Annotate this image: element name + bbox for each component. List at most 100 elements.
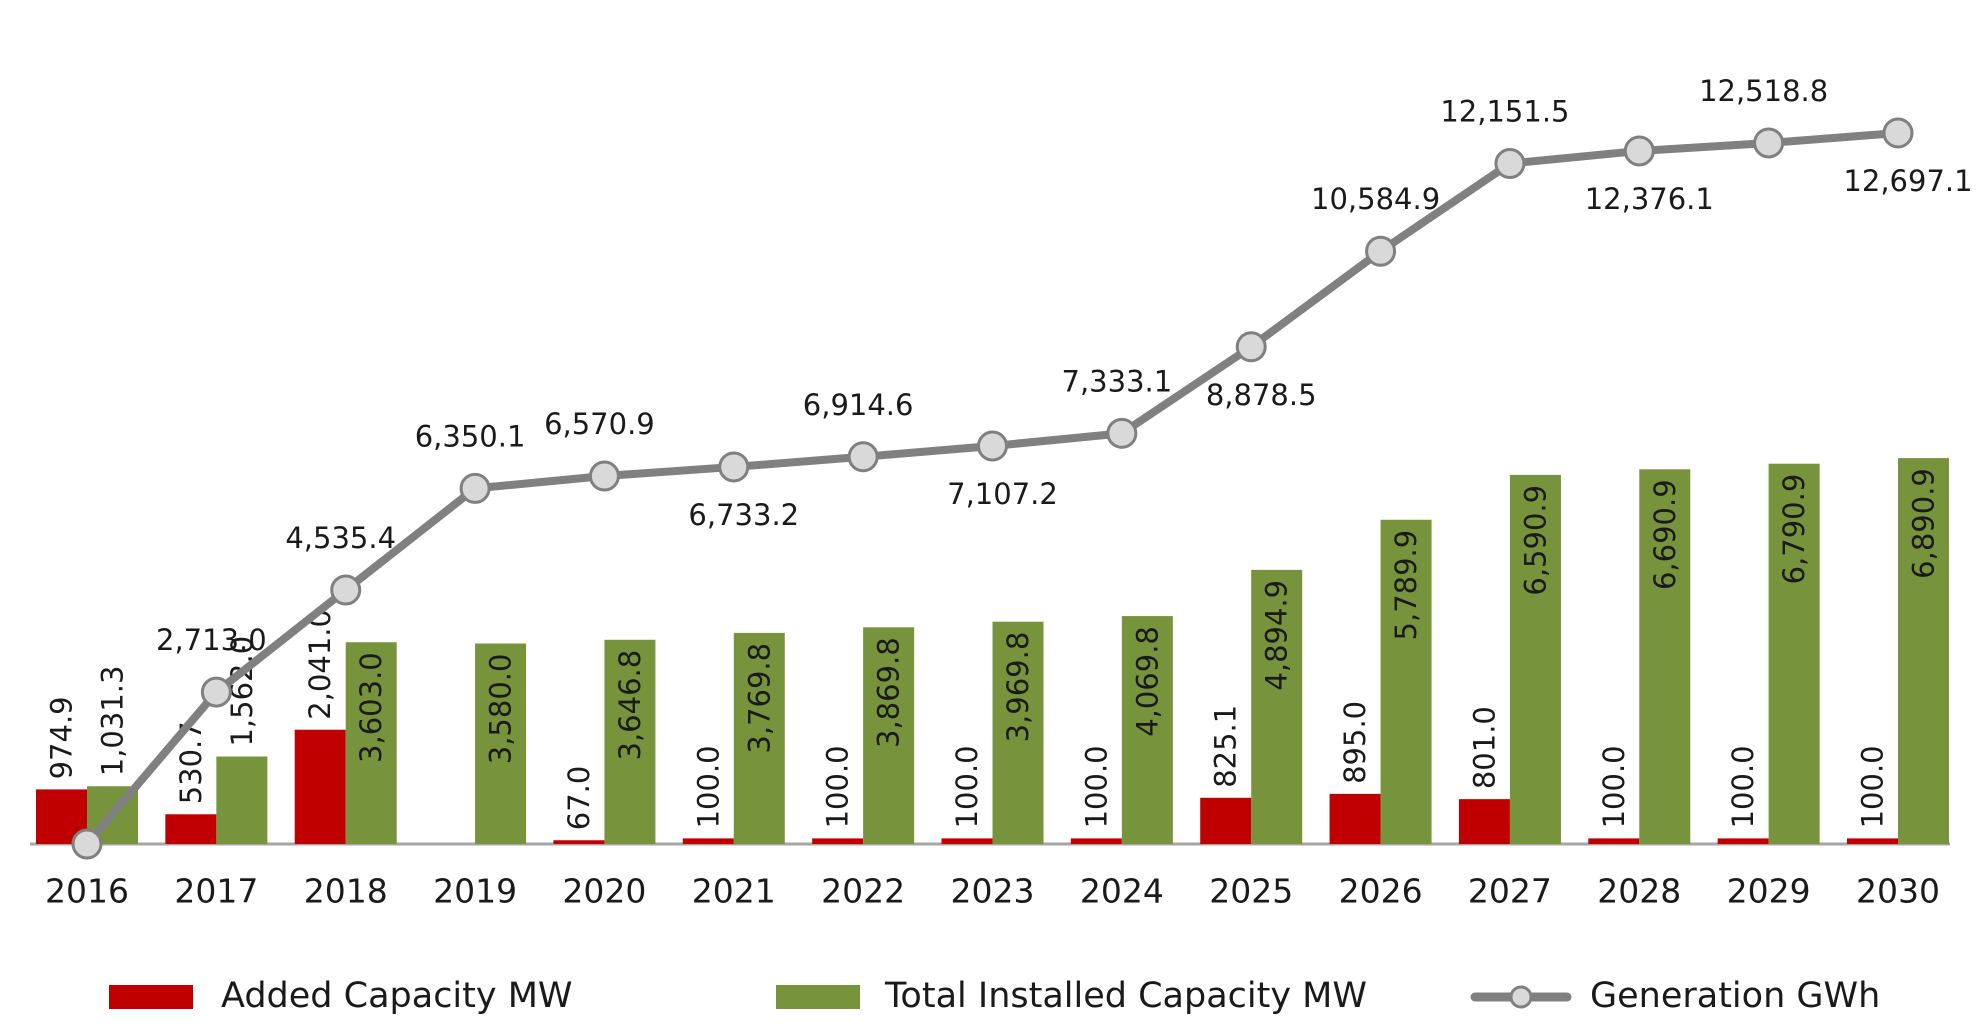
legend-item: Total Installed Capacity MW xyxy=(776,976,1367,1016)
x-tick-label: 2029 xyxy=(1727,872,1811,911)
bar xyxy=(1121,616,1173,844)
data-label: 3,769.8 xyxy=(742,643,776,754)
legend-swatch xyxy=(109,985,193,1009)
x-tick-label: 2027 xyxy=(1468,872,1552,911)
x-tick-label: 2020 xyxy=(562,872,646,911)
x-tick-label: 2022 xyxy=(821,872,905,911)
x-tick-label: 2016 xyxy=(45,872,129,911)
x-tick-label: 2024 xyxy=(1080,872,1164,911)
x-tick-label: 2025 xyxy=(1209,872,1293,911)
legend-label: Added Capacity MW xyxy=(221,976,573,1016)
bar xyxy=(216,756,268,844)
data-label: 6,590.9 xyxy=(1518,485,1552,596)
data-label: 3,969.8 xyxy=(1001,632,1035,743)
line-marker xyxy=(977,430,1008,462)
data-label: 6,690.9 xyxy=(1648,479,1682,590)
bar xyxy=(733,632,785,844)
data-label: 4,535.4 xyxy=(285,521,396,555)
legend-label: Generation GWh xyxy=(1590,976,1880,1016)
legend-label: Total Installed Capacity MW xyxy=(884,976,1367,1016)
line-marker xyxy=(71,828,103,860)
data-label: 67.0 xyxy=(562,766,596,831)
line-marker xyxy=(330,574,362,606)
data-label: 825.1 xyxy=(1209,705,1243,788)
data-label: 100.0 xyxy=(821,745,855,828)
line-marker xyxy=(718,451,750,483)
x-tick-label: 2026 xyxy=(1339,872,1423,911)
data-label: 1,031.3 xyxy=(96,666,130,777)
bar xyxy=(165,814,217,844)
data-label: 6,890.9 xyxy=(1907,468,1941,579)
bar xyxy=(1639,469,1691,844)
data-label: 895.0 xyxy=(1338,701,1372,784)
bar xyxy=(1380,519,1432,844)
line-marker xyxy=(588,460,620,492)
legend-item: Added Capacity MW xyxy=(109,976,573,1016)
line-marker xyxy=(1235,331,1267,363)
data-label: 5,789.9 xyxy=(1389,530,1423,641)
line-marker xyxy=(200,676,232,708)
x-tick-label: 2021 xyxy=(692,872,776,911)
data-label: 2,041.0 xyxy=(303,609,337,720)
bar xyxy=(1070,838,1122,844)
bar xyxy=(294,729,346,844)
data-label: 100.0 xyxy=(1597,745,1631,828)
line-marker xyxy=(1106,417,1138,449)
bar xyxy=(1847,838,1898,844)
data-label: 4,894.9 xyxy=(1260,580,1294,691)
legend-swatch-marker xyxy=(1509,985,1533,1009)
data-label: 100.0 xyxy=(950,745,984,828)
line-marker xyxy=(1882,117,1914,149)
data-label: 6,790.9 xyxy=(1777,474,1811,585)
data-label: 7,333.1 xyxy=(1062,364,1173,398)
data-label: 3,646.8 xyxy=(613,650,647,761)
legend-swatch xyxy=(776,985,860,1009)
line-marker xyxy=(1365,235,1397,267)
data-label: 8,878.5 xyxy=(1206,378,1317,412)
data-label: 12,518.8 xyxy=(1699,74,1828,108)
data-label: 4,069.8 xyxy=(1130,626,1164,737)
bar xyxy=(1898,458,1949,844)
bar xyxy=(1768,463,1820,844)
bar xyxy=(682,838,734,844)
data-label: 974.9 xyxy=(45,696,79,779)
data-label: 801.0 xyxy=(1467,706,1501,789)
bar xyxy=(992,621,1044,844)
data-label: 12,697.1 xyxy=(1843,164,1972,198)
data-label: 100.0 xyxy=(1079,745,1113,828)
data-label: 10,584.9 xyxy=(1311,182,1440,216)
x-tick-label: 2018 xyxy=(304,872,388,911)
bar xyxy=(1200,797,1252,844)
data-label: 12,151.5 xyxy=(1440,95,1569,129)
bar xyxy=(1329,793,1381,844)
bar xyxy=(941,838,993,844)
data-label: 100.0 xyxy=(1726,745,1760,828)
line-marker xyxy=(459,472,491,504)
line-marker xyxy=(1623,135,1655,167)
data-label: 6,914.6 xyxy=(803,388,914,422)
data-label: 3,869.8 xyxy=(872,637,906,748)
x-tick-label: 2017 xyxy=(174,872,258,911)
bar xyxy=(1509,474,1561,844)
bar xyxy=(553,840,605,844)
data-label: 3,580.0 xyxy=(484,654,518,765)
x-tick-label: 2019 xyxy=(433,872,517,911)
bar xyxy=(604,639,656,844)
bar xyxy=(812,838,864,844)
x-tick-label: 2028 xyxy=(1597,872,1681,911)
line-marker xyxy=(1494,148,1526,180)
data-label: 6,570.9 xyxy=(544,407,655,441)
bar xyxy=(1588,838,1640,844)
bar xyxy=(345,642,397,844)
line-marker xyxy=(1753,127,1785,159)
data-label: 100.0 xyxy=(691,745,725,828)
legend-item: Generation GWh xyxy=(1470,976,1880,1016)
bar xyxy=(1717,838,1769,844)
data-label: 7,107.2 xyxy=(947,477,1058,511)
bar xyxy=(475,643,527,844)
x-tick-label: 2023 xyxy=(951,872,1035,911)
bar xyxy=(1251,569,1303,844)
line-marker xyxy=(847,441,879,473)
data-label: 2,713.0 xyxy=(156,623,267,657)
